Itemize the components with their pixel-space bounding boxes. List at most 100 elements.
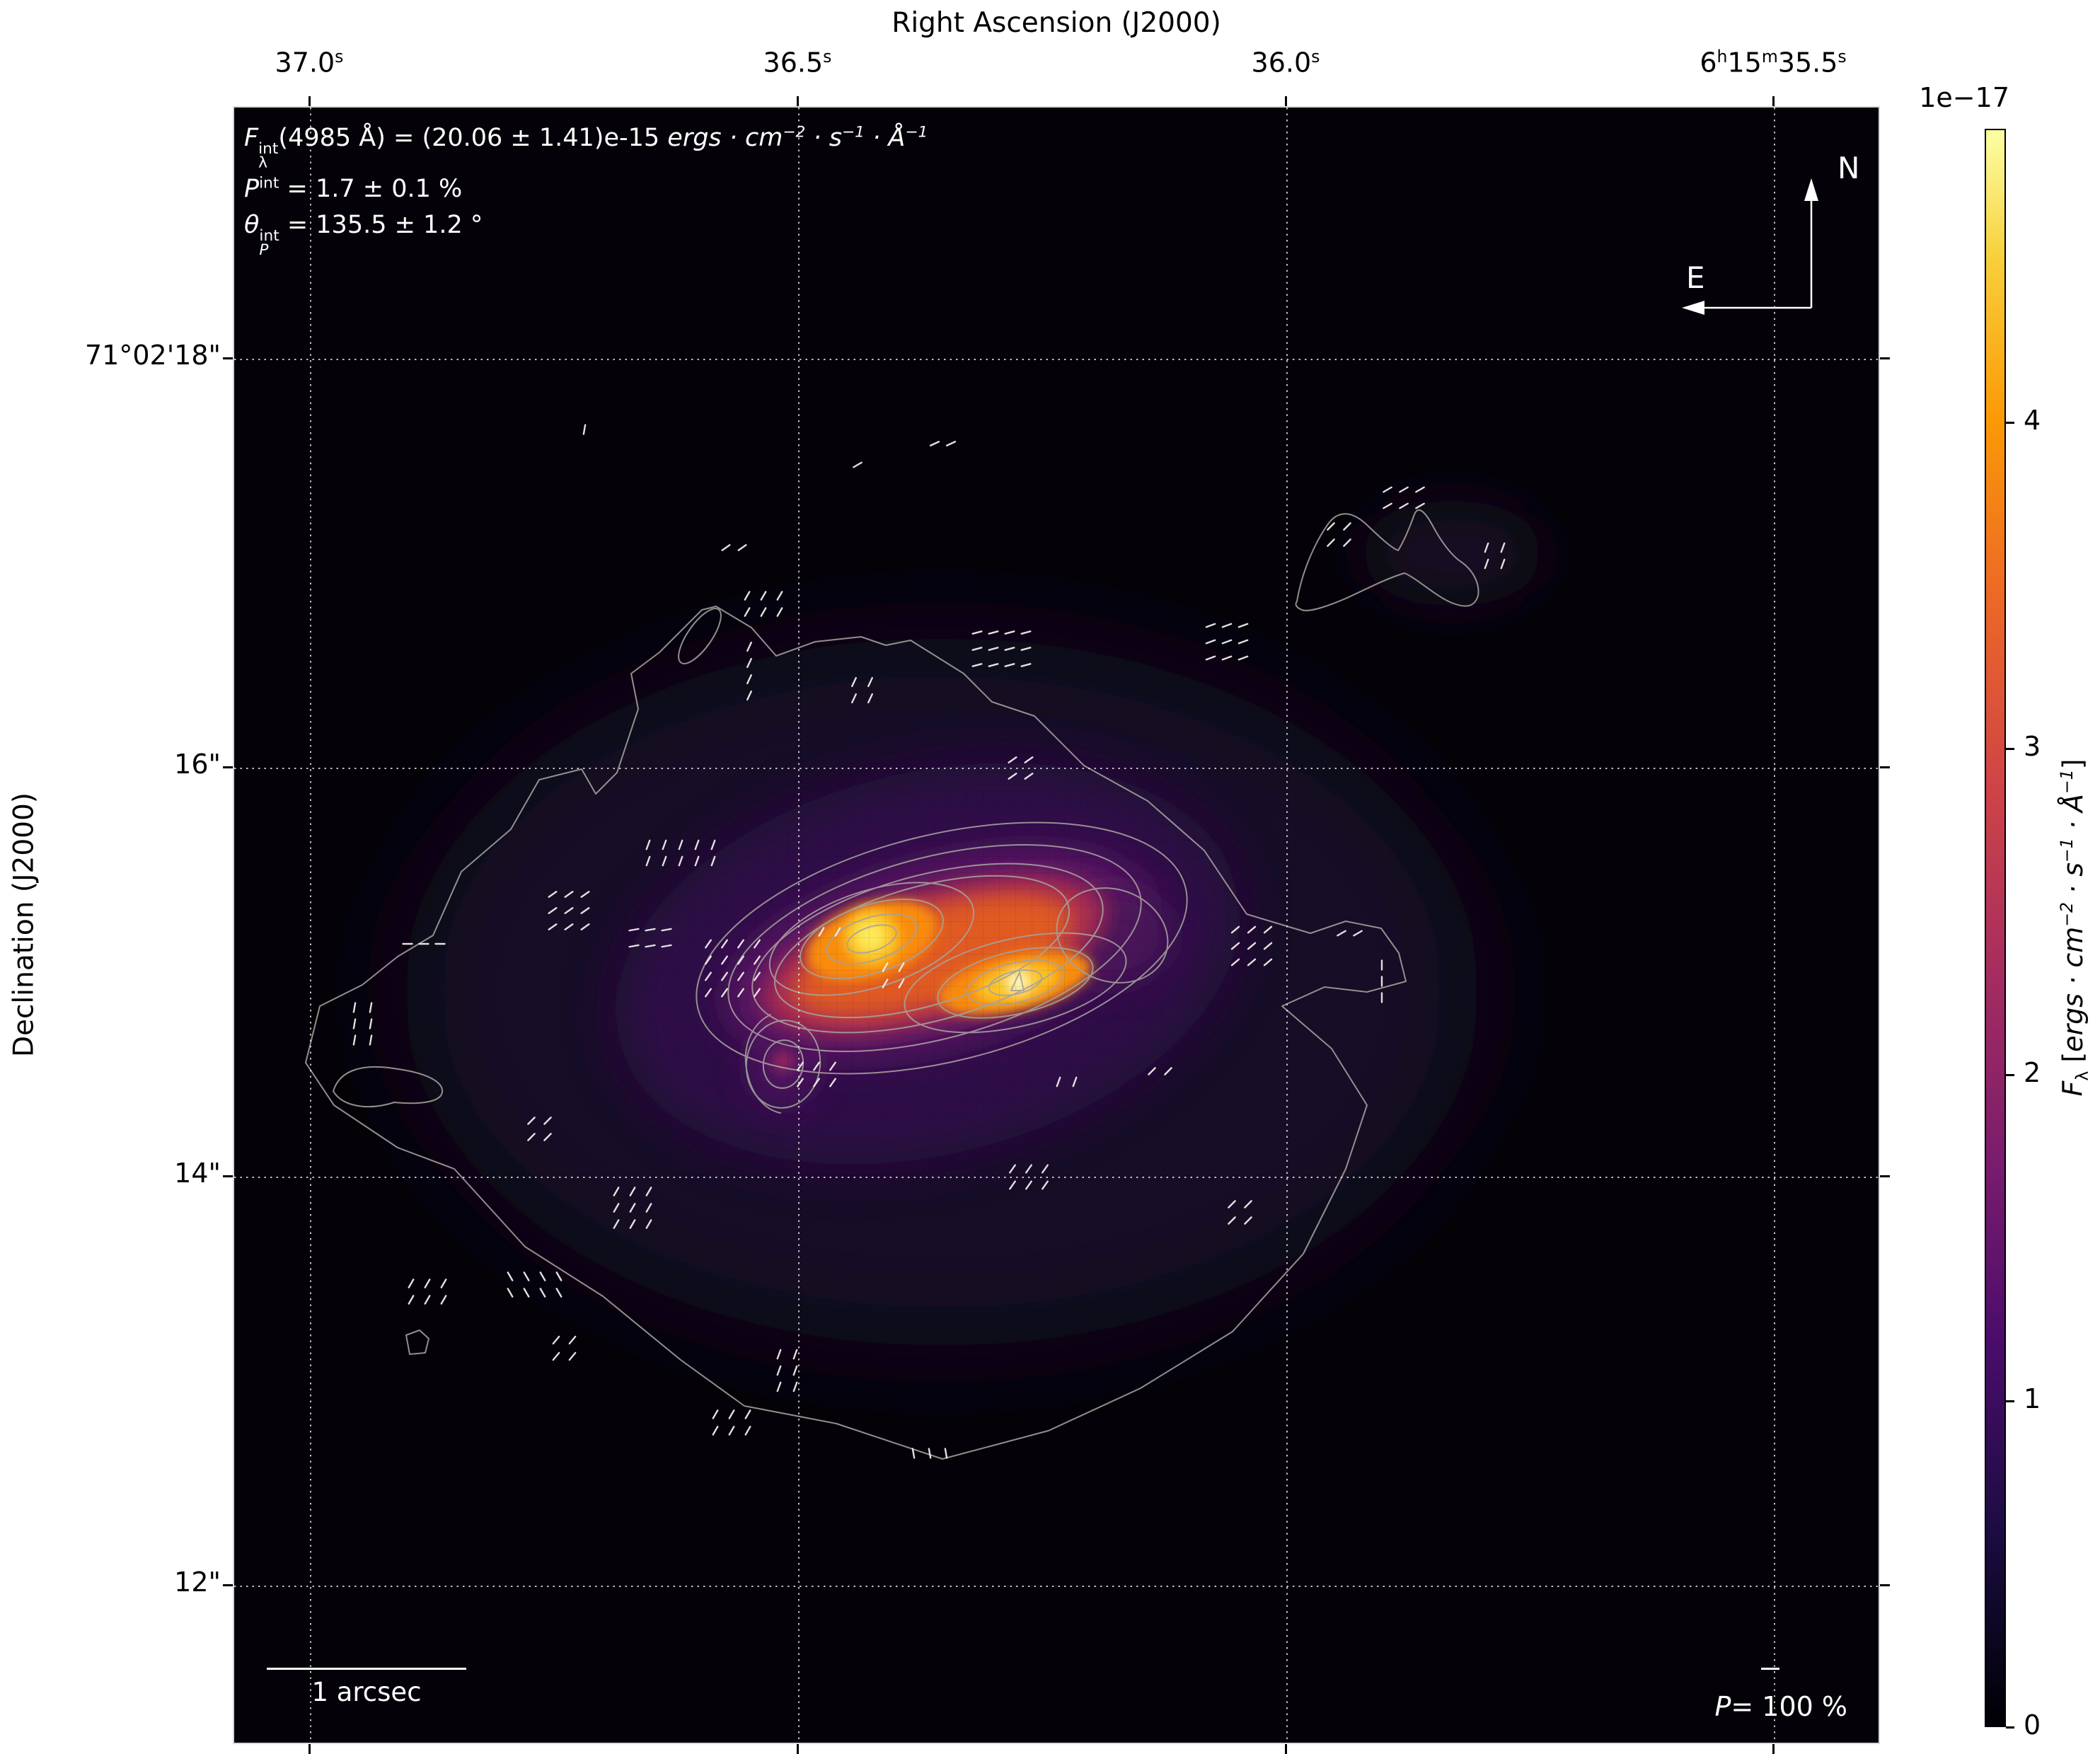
polarization-segment [1327,522,1335,531]
polarization-segment [1205,623,1216,628]
polarization-segment [552,1335,560,1345]
polarization-segment [746,674,752,685]
colorbar-tick-mark [2006,1400,2014,1402]
polarization-reference-line [1761,1668,1779,1670]
scalebar-line [267,1668,466,1670]
x-tick-mark [1284,1744,1287,1754]
x-tick-label: 36.0s [1251,47,1320,79]
colorbar-tick-mark [2006,1073,2014,1076]
polarization-segment [352,1018,357,1029]
polarization-segment [629,1187,636,1196]
polarization-segment [1008,756,1017,763]
polarization-segment [1056,1076,1061,1087]
polarization-segment [1230,958,1240,967]
polarization-segment [737,939,744,949]
polarization-segment [543,1117,552,1125]
polarization-segment [352,1034,357,1046]
polarization-segment [721,971,728,981]
polarization-segment [1353,930,1363,937]
polarization-segment [645,855,651,867]
polarization-segment [1228,1216,1236,1225]
polarization-segment [1020,630,1032,635]
x-tick-mark [796,96,799,106]
polarization-segment [1020,647,1032,651]
y-tick-label: 12" [174,1567,221,1598]
polarization-segment [776,607,783,617]
polarization-segment [882,979,889,988]
y-tick-mark [1880,357,1890,359]
polarization-segment [737,971,744,981]
polarization-annotation: Pint = 1.7 ± 0.1 % [244,174,463,204]
polarization-segment [776,591,783,601]
polarization-segment [712,1409,719,1419]
grid-line-horizontal [234,359,1879,360]
polarization-segment [662,839,667,850]
polarization-segment [629,1203,636,1213]
polarization-segment [1343,522,1351,531]
polarization-segment [776,1381,782,1392]
polarization-segment [1500,558,1506,570]
polarization-segment [867,693,873,704]
polarization-segment [1230,942,1240,950]
polarization-segment [1008,773,1017,780]
polarization-segment [1024,756,1034,763]
polarization-segment [662,855,667,867]
polarization-segment [694,839,700,850]
polarization-segment [971,630,983,635]
polarization-segment [1228,1200,1236,1208]
y-tick-mark [223,357,233,359]
polarization-segment [369,1002,373,1013]
polarization-segment [543,1133,552,1141]
polarization-segment [645,1203,652,1213]
polarization-segment [1263,958,1273,967]
peak-marker [1010,971,1025,991]
polarization-segment [1247,925,1257,934]
y-axis-title: Declination (J2000) [8,792,40,1058]
polarization-segment [369,1018,373,1029]
x-tick-mark [308,1744,311,1754]
polarization-segment [754,955,761,965]
polarization-segment [555,1288,562,1298]
polarization-segment [971,663,983,667]
polarization-segment [744,1426,751,1436]
polarization-segment [929,441,940,446]
polarization-segment [721,988,728,998]
polarization-segment [1004,663,1015,667]
polarization-segment [1415,502,1425,509]
polarization-segment [829,1078,836,1087]
polarization-segment [1024,773,1034,780]
polarization-segment [1238,639,1249,645]
polarization-segment [1025,1164,1032,1174]
polarization-segment [710,839,716,850]
scalebar-label: 1 arcsec [311,1677,422,1707]
colorbar-tick-label: 2 [2024,1057,2041,1088]
flux-heatmap: N E [305,151,1859,1460]
polarization-segment [645,928,656,932]
polarization-segment [507,1271,514,1281]
colorbar-tick-label: 0 [2024,1709,2041,1741]
grid-line-vertical [798,108,800,1743]
polarization-segment [1205,639,1216,645]
polarization-segment [1263,925,1273,934]
x-tick-label: 6h15m35.5s [1700,47,1847,79]
polarization-segment [988,663,999,667]
polarization-segment [712,1426,719,1436]
colorbar-axis-label: Fλ [ergs · cm−2 · s−1 · Å−1] [2056,758,2093,1097]
colorbar-tick-label: 1 [2024,1383,2041,1414]
polarization-reference-label: P= 100 % [1714,1691,1847,1722]
northwest-blob-contour [1295,509,1479,611]
contour-lines [305,509,1479,1460]
polarization-segment [613,1187,620,1196]
polarization-segment [568,1351,577,1361]
x-tick-label: 36.5s [763,47,832,79]
southwest-loop-contour [333,1066,444,1108]
polarization-segment [818,927,825,937]
polarization-segment [369,1034,373,1046]
polarization-segment [645,839,651,850]
polarization-segment [705,955,712,965]
polarization-segment [1009,1180,1016,1190]
polarization-segment [705,971,712,981]
x-axis-title: Right Ascension (J2000) [892,7,1221,39]
